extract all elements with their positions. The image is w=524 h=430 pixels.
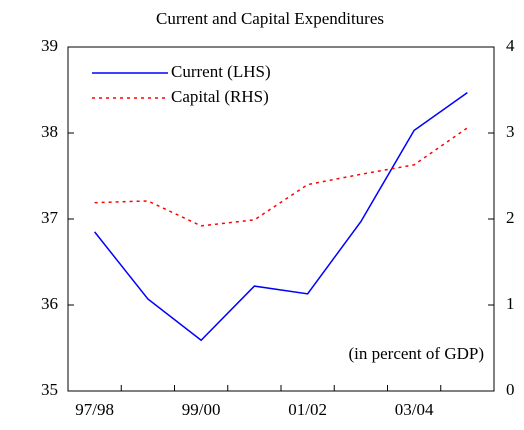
y-tick-label: 37 (41, 208, 59, 227)
series-line (94, 91, 468, 342)
series-line (94, 127, 468, 227)
x-tick-label: 01/02 (288, 400, 327, 419)
plot-frame (67, 46, 495, 392)
chart-title: Current and Capital Expenditures (156, 9, 384, 28)
y2-tick-label: 0 (506, 380, 515, 399)
y-tick-label: 38 (41, 122, 58, 141)
y2-tick-label: 2 (506, 208, 515, 227)
x-tick-label: 03/04 (395, 400, 434, 419)
y-tick-label: 39 (41, 36, 58, 55)
y2-tick-label: 1 (506, 294, 515, 313)
legend-label: Current (LHS) (171, 62, 271, 81)
y2-tick-label: 3 (506, 122, 515, 141)
x-tick-label: 99/00 (182, 400, 221, 419)
legend-label: Capital (RHS) (171, 87, 269, 106)
y2-tick-label: 4 (506, 36, 515, 55)
y-tick-label: 35 (41, 380, 58, 399)
x-tick-label: 97/98 (75, 400, 114, 419)
y-tick-label: 36 (41, 294, 58, 313)
annotation: (in percent of GDP) (349, 344, 485, 363)
